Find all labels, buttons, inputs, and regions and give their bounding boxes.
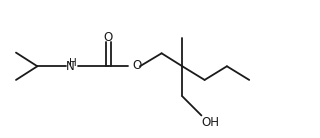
Text: N: N (66, 60, 75, 73)
Text: OH: OH (201, 116, 219, 129)
Text: O: O (132, 59, 142, 72)
Text: O: O (104, 31, 113, 44)
Text: H: H (68, 58, 76, 68)
